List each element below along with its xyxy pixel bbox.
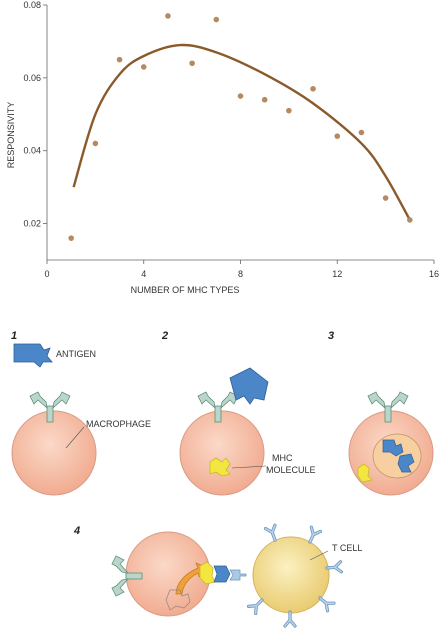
data-point	[237, 93, 244, 99]
panel-1: ANTIGEN MACROPHAGE	[11, 343, 151, 496]
x-axis-label: NUMBER OF MHC TYPES	[131, 285, 240, 295]
mhc-label-line2: MOLECULE	[266, 465, 316, 475]
data-point	[261, 96, 268, 103]
macrophage-cell	[179, 410, 265, 496]
data-point	[407, 217, 413, 223]
data-point	[358, 129, 365, 136]
data-point	[213, 16, 220, 23]
antigen-label: ANTIGEN	[56, 349, 96, 359]
mhc-label-line1: MHC	[272, 453, 293, 463]
panel-2: MHC MOLECULE	[179, 367, 316, 496]
data-point	[286, 107, 292, 114]
panel-number-3: 3	[328, 330, 334, 342]
data-point	[334, 133, 341, 139]
x-tick-label: 16	[429, 269, 439, 279]
panel-3	[348, 391, 434, 496]
responsivity-chart: 0 4 8 12 16 0.02 0.04 0.06 0.08 NUMBER OF MHC T…	[6, 0, 439, 295]
antigen-icon	[13, 343, 53, 368]
antigen-presentation-diagram: 1 2 3 4 ANTIGEN MACROPHAGE MHC MOLECULE	[11, 330, 434, 628]
data-point	[116, 56, 123, 63]
mhc-molecule-icon	[209, 457, 231, 477]
t-cell-receptor-icon	[315, 592, 336, 613]
vacuole	[372, 433, 422, 479]
t-cell-pointer	[309, 550, 329, 561]
y-ticks: 0.02 0.04 0.06 0.08	[23, 0, 47, 229]
antigen-icon	[229, 367, 269, 405]
mhc-molecule-icon	[357, 463, 373, 483]
data-point	[310, 85, 316, 92]
panel-number-2: 2	[161, 330, 168, 342]
presented-antigen-icon	[213, 565, 231, 583]
t-cell-receptor-icon	[283, 610, 297, 628]
x-tick-label: 0	[44, 269, 49, 279]
fragment-outline-icon	[165, 589, 191, 611]
data-point	[382, 195, 389, 201]
y-axis-label: RESPONSIVITY	[6, 102, 16, 169]
data-point	[165, 13, 171, 19]
x-tick-label: 8	[238, 269, 243, 279]
mhc-pointer	[231, 465, 267, 469]
t-cell-label: T CELL	[332, 543, 362, 553]
fit-curve	[72, 43, 411, 221]
panel-number-4: 4	[73, 525, 80, 537]
data-point	[92, 140, 99, 147]
data-point	[68, 235, 74, 241]
macrophage-label: MACROPHAGE	[86, 419, 151, 429]
y-tick-label: 0.08	[23, 0, 41, 10]
y-tick-label: 0.06	[23, 73, 41, 83]
x-ticks: 0 4 8 12 16	[44, 260, 439, 279]
digested-antigen-icon	[382, 439, 404, 457]
macrophage-pointer	[65, 426, 85, 449]
panel-4: T CELL	[111, 523, 362, 628]
y-tick-label: 0.02	[23, 219, 41, 229]
t-cell-receptor-binding-icon	[229, 569, 247, 581]
digested-antigen-fragment-icon	[397, 453, 415, 473]
x-tick-label: 12	[332, 269, 342, 279]
data-points	[68, 13, 413, 241]
t-cell	[252, 536, 330, 614]
data-point	[189, 60, 195, 67]
mhc-molecule-icon	[199, 561, 216, 585]
macrophage-cell	[11, 410, 97, 496]
x-tick-label: 4	[141, 269, 146, 279]
panel-number-1: 1	[11, 330, 17, 342]
y-tick-label: 0.04	[23, 146, 41, 156]
t-cell-receptor-icon	[246, 594, 268, 616]
data-point	[140, 64, 147, 70]
